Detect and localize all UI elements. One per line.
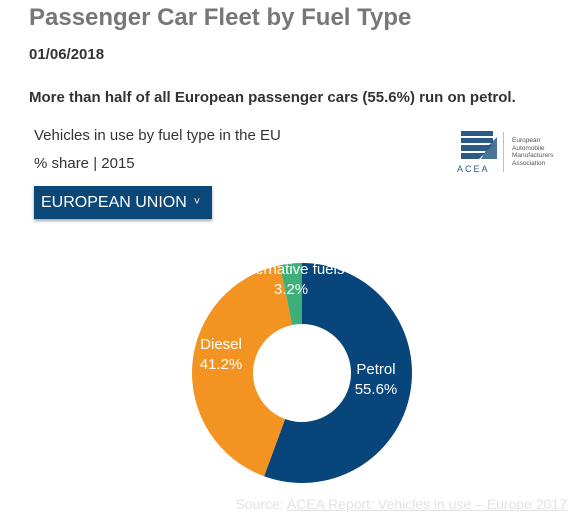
slice-label-petrol: Petrol [356, 361, 395, 378]
acea-logo-mark [461, 131, 497, 159]
region-dropdown[interactable]: EUROPEAN UNION ˅ [34, 186, 213, 219]
publish-date: 01/06/2018 [29, 46, 105, 63]
slice-value-diesel: 41.2% [200, 356, 243, 373]
chart-title: Vehicles in use by fuel type in the EU [34, 127, 281, 144]
donut-labels: Petrol 55.6% Diesel 41.2% Alternative fuels 3… [200, 261, 398, 398]
slice-label-alternative-fuels: Alternative fuels [238, 261, 345, 278]
slice-value-petrol: 55.6% [355, 381, 398, 398]
slice-label-diesel: Diesel [200, 336, 242, 353]
acea-wordmark: ACEA [457, 164, 490, 174]
source-note: Source: ACEA Report: Vehicles in use – E… [235, 496, 567, 512]
headline: More than half of all European passenger… [29, 89, 516, 106]
slice-diesel[interactable] [192, 265, 293, 477]
source-link[interactable]: ACEA Report: Vehicles in use – Europe 20… [286, 496, 567, 512]
donut-slices [192, 263, 412, 483]
acea-logo: ACEA European Automobile Manufacturers A… [455, 126, 570, 178]
chart-subtitle: % share | 2015 [34, 155, 135, 172]
source-prefix: Source: [235, 496, 284, 512]
page-title: Passenger Car Fleet by Fuel Type [29, 4, 412, 31]
acea-logo-text: European Automobile Manufacturers Associ… [512, 137, 554, 167]
slice-value-alternative-fuels: 3.2% [274, 281, 308, 298]
logo-divider [503, 132, 504, 172]
region-dropdown-label: EUROPEAN UNION [41, 194, 187, 211]
chevron-down-icon: ˅ [193, 196, 201, 208]
slice-alternative-fuels[interactable] [280, 263, 302, 325]
slice-petrol[interactable] [264, 263, 412, 483]
